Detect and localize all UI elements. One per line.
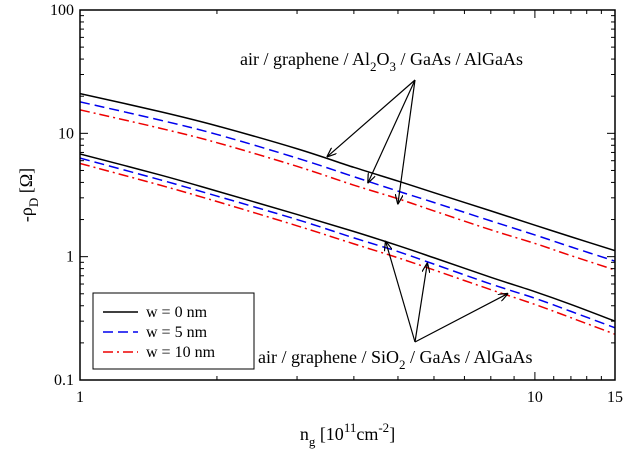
series-line-sio2-w10: [80, 162, 615, 335]
arrow-layer: [327, 79, 507, 343]
annotation-al2o3-sub-3: 3: [389, 59, 396, 74]
annotation-al2o3: air / graphene / Al2O3 / GaAs / AlGaAs: [240, 49, 523, 74]
annotation-arrow: [327, 79, 416, 156]
series-line-al2o3-w0: [80, 92, 615, 252]
x-axis-label: ng [1011cm-2]: [300, 420, 395, 449]
annotation-arrow: [414, 264, 427, 343]
series-line-sio2-w5: [80, 157, 615, 329]
x-axis-label-sup2: -2: [378, 420, 389, 435]
legend-box: [92, 292, 255, 370]
x-axis-label-base: n: [300, 424, 309, 444]
x-axis-label-end: ]: [389, 424, 395, 444]
x-axis-label-mid: [10: [315, 424, 344, 444]
x-axis-label-sub: g: [309, 434, 316, 449]
y-tick-label: 10: [58, 125, 74, 142]
series-line-al2o3-w10: [80, 109, 615, 271]
y-tick-label: 1: [66, 249, 74, 266]
y-axis-label-sub: D: [26, 198, 41, 207]
series-layer: [80, 92, 615, 335]
x-tick-label: 1: [76, 389, 84, 406]
series-line-al2o3-w5: [80, 101, 615, 262]
y-axis-label: -ρD [Ω]: [16, 168, 41, 222]
annotation-sio2-sub-2: 2: [399, 357, 406, 372]
annotation-sio2: air / graphene / SiO2 / GaAs / AlGaAs: [258, 347, 532, 372]
legend: w = 0 nm w = 5 nm w = 10 nm: [92, 292, 255, 370]
legend-label-w10: w = 10 nm: [146, 344, 216, 361]
plot-frame: [79, 9, 616, 381]
y-tick-label: 0.1: [54, 372, 74, 389]
annotation-arrow: [368, 79, 416, 182]
y-tick-label: 100: [50, 2, 74, 19]
annotation-al2o3-sub-2: 2: [370, 59, 377, 74]
x-axis-label-mid2: cm: [356, 424, 378, 444]
annotation-sio2-part-1: air / graphene / SiO: [258, 347, 399, 367]
annotation-arrow: [414, 294, 507, 343]
x-tick-label: 15: [607, 389, 623, 406]
y-axis-label-base: -ρ: [16, 207, 36, 222]
y-axis-label-end: [Ω]: [16, 168, 36, 198]
annotation-arrow: [398, 79, 416, 203]
annotation-al2o3-part-end: / GaAs / AlGaAs: [396, 49, 523, 69]
annotation-al2o3-part-1: air / graphene / Al: [240, 49, 370, 69]
x-axis-label-sup1: 11: [344, 420, 357, 435]
legend-label-w5: w = 5 nm: [146, 324, 208, 341]
annotation-al2o3-part-o: O: [376, 49, 389, 69]
x-tick-label: 10: [527, 389, 543, 406]
annotation-sio2-part-end: / GaAs / AlGaAs: [405, 347, 532, 367]
annotation-arrow: [386, 242, 416, 343]
series-line-sio2-w0: [80, 153, 615, 322]
legend-label-w0: w = 0 nm: [146, 304, 208, 321]
